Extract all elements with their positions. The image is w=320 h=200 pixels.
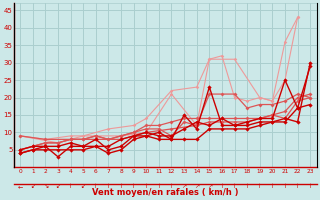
X-axis label: Vent moyen/en rafales ( km/h ): Vent moyen/en rafales ( km/h ) — [92, 188, 238, 197]
